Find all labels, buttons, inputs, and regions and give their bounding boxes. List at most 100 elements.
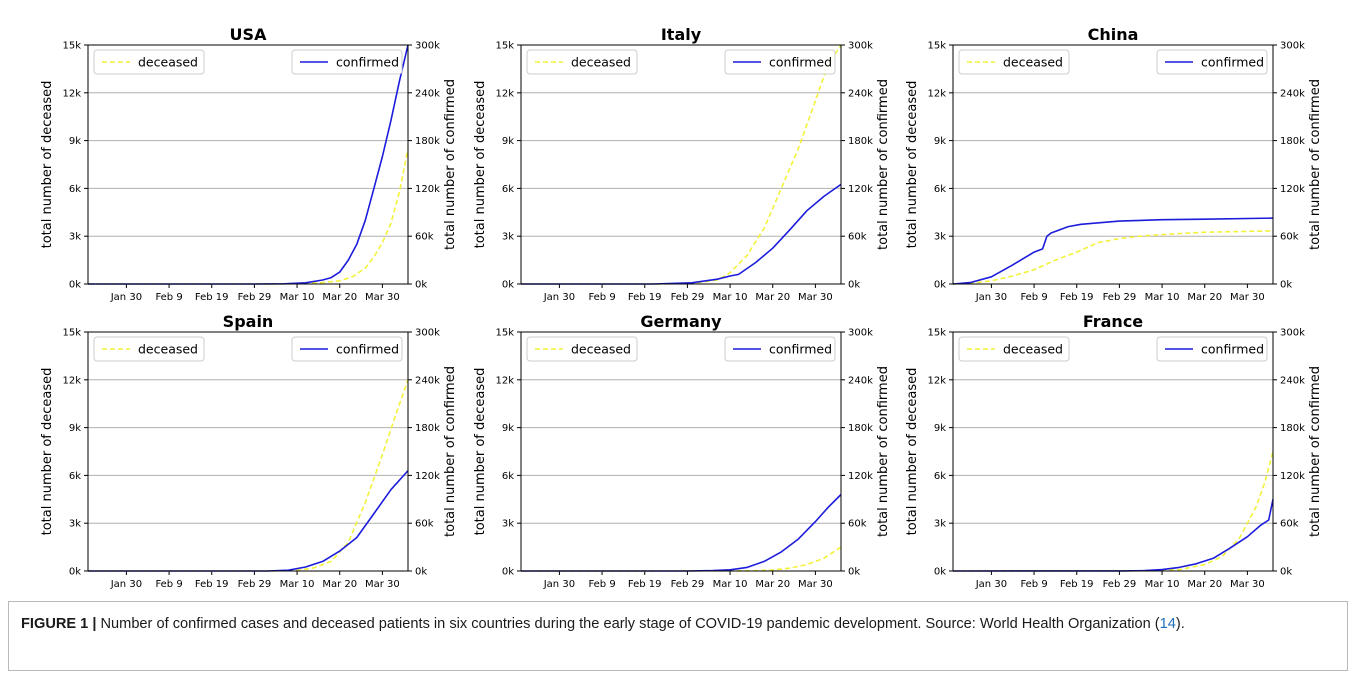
y-right-tick-label: 300k — [1280, 328, 1305, 339]
y-tick-label: 0k — [934, 567, 946, 578]
x-tick-label: Feb 19 — [195, 579, 229, 590]
y-right-tick-label: 60k — [848, 232, 867, 243]
plot-frame — [87, 331, 409, 572]
y-right-tick-label: 60k — [415, 232, 434, 243]
x-tick-label: Mar 20 — [1187, 292, 1222, 303]
legend-box — [526, 336, 638, 362]
y-tick-label: 12k — [927, 88, 946, 99]
legend-box — [724, 336, 836, 362]
y-right-tick-label: 0k — [415, 567, 427, 578]
x-tick-label: Feb 29 — [238, 579, 272, 590]
x-tick-label: Mar 30 — [798, 292, 833, 303]
y-tick-label: 15k — [62, 41, 81, 52]
y-right-axis-label: total number of confirmed — [1308, 366, 1323, 537]
legend-label: confirmed — [336, 55, 399, 70]
y-tick-label: 6k — [69, 184, 81, 195]
y-right-axis-label: total number of confirmed — [443, 366, 458, 537]
charts-svg: 0k 3k 6k 9k 12k 15k 0k 60k 120k 180k 240k 300k Jan 3… — [40, 25, 1323, 590]
legend-box — [724, 49, 836, 75]
series-line-confirmed — [88, 44, 409, 285]
y-axis-label: total number of deceased — [905, 368, 920, 536]
legend-label: deceased — [571, 55, 631, 70]
y-right-tick-label: 180k — [1280, 423, 1305, 434]
y-axis-label: total number of deceased — [905, 81, 920, 249]
x-tick-label: Feb 19 — [1060, 292, 1094, 303]
x-tick-label: Jan 30 — [110, 292, 142, 303]
x-tick-label: Mar 20 — [322, 292, 357, 303]
y-right-tick-label: 300k — [1280, 41, 1305, 52]
chart-panel: 0k 3k 6k 9k 12k 15k 0k 60k 120k 180k 240k 300k Jan 3… — [905, 25, 1323, 303]
y-tick-label: 6k — [502, 184, 514, 195]
chart-title: France — [1083, 312, 1143, 331]
y-right-axis-label: total number of confirmed — [876, 79, 891, 250]
x-tick-label: Feb 9 — [588, 292, 615, 303]
y-tick-label: 9k — [502, 423, 514, 434]
legend-label: deceased — [1003, 55, 1063, 70]
plot-frame — [520, 44, 842, 285]
caption-label: FIGURE 1 | — [21, 616, 97, 632]
series-line-deceased — [521, 44, 842, 285]
chart-panel: 0k 3k 6k 9k 12k 15k 0k 60k 120k 180k 240k 300k Jan 3… — [40, 25, 458, 303]
legend-label: deceased — [138, 342, 198, 357]
x-tick-label: Feb 29 — [238, 292, 272, 303]
y-right-tick-label: 180k — [415, 136, 440, 147]
y-right-tick-label: 60k — [1280, 232, 1299, 243]
y-right-tick-label: 300k — [848, 41, 873, 52]
x-tick-label: Feb 9 — [155, 292, 182, 303]
y-right-tick-label: 180k — [848, 136, 873, 147]
series-line-deceased — [952, 451, 1274, 572]
chart-title: China — [1088, 25, 1139, 44]
legend-label: deceased — [571, 342, 631, 357]
y-right-tick-label: 240k — [1280, 375, 1305, 386]
y-right-tick-label: 120k — [1280, 184, 1305, 195]
x-tick-label: Mar 30 — [1230, 292, 1265, 303]
y-tick-label: 3k — [934, 519, 946, 530]
figure-caption: FIGURE 1 | Number of confirmed cases and… — [8, 601, 1348, 671]
plot-frame — [952, 331, 1274, 572]
y-tick-label: 12k — [495, 375, 514, 386]
x-tick-label: Mar 10 — [713, 579, 748, 590]
legend-label: confirmed — [769, 55, 832, 70]
caption-text-end: ). — [1175, 616, 1185, 632]
y-right-tick-label: 300k — [848, 328, 873, 339]
legend-box — [1156, 49, 1268, 75]
x-tick-label: Jan 30 — [975, 579, 1007, 590]
x-tick-label: Jan 30 — [543, 292, 575, 303]
y-tick-label: 12k — [62, 88, 81, 99]
y-right-tick-label: 180k — [848, 423, 873, 434]
chart-panel: 0k 3k 6k 9k 12k 15k 0k 60k 120k 180k 240k 300k Jan 3… — [40, 312, 458, 590]
legend-label: confirmed — [336, 342, 399, 357]
y-axis-label: total number of deceased — [473, 81, 488, 249]
x-tick-label: Feb 29 — [671, 579, 705, 590]
y-axis-label: total number of deceased — [40, 81, 55, 249]
x-tick-label: Mar 30 — [365, 579, 400, 590]
y-tick-label: 6k — [934, 471, 946, 482]
y-right-tick-label: 0k — [1280, 567, 1292, 578]
chart-title: USA — [230, 25, 268, 44]
y-right-tick-label: 300k — [415, 41, 440, 52]
y-tick-label: 15k — [62, 328, 81, 339]
y-tick-label: 15k — [927, 328, 946, 339]
x-tick-label: Feb 9 — [588, 579, 615, 590]
x-tick-label: Mar 20 — [322, 579, 357, 590]
figure-panels: 0k 3k 6k 9k 12k 15k 0k 60k 120k 180k 240k 300k Jan 3… — [40, 25, 1323, 590]
y-right-tick-label: 240k — [1280, 88, 1305, 99]
legend-box — [526, 49, 638, 75]
legend-box — [958, 49, 1070, 75]
x-tick-label: Mar 10 — [1145, 579, 1180, 590]
x-tick-label: Mar 30 — [1230, 579, 1265, 590]
y-right-tick-label: 120k — [415, 471, 440, 482]
y-right-tick-label: 120k — [1280, 471, 1305, 482]
y-tick-label: 3k — [502, 519, 514, 530]
y-tick-label: 9k — [502, 136, 514, 147]
series-line-deceased — [952, 230, 1274, 285]
y-tick-label: 12k — [62, 375, 81, 386]
legend-label: confirmed — [769, 342, 832, 357]
y-tick-label: 3k — [69, 232, 81, 243]
x-tick-label: Mar 20 — [1187, 579, 1222, 590]
caption-reference-link[interactable]: 14 — [1159, 616, 1176, 632]
y-right-tick-label: 60k — [1280, 519, 1299, 530]
y-axis-label: total number of deceased — [473, 368, 488, 536]
legend-label: deceased — [1003, 342, 1063, 357]
y-right-axis-label: total number of confirmed — [1308, 79, 1323, 250]
